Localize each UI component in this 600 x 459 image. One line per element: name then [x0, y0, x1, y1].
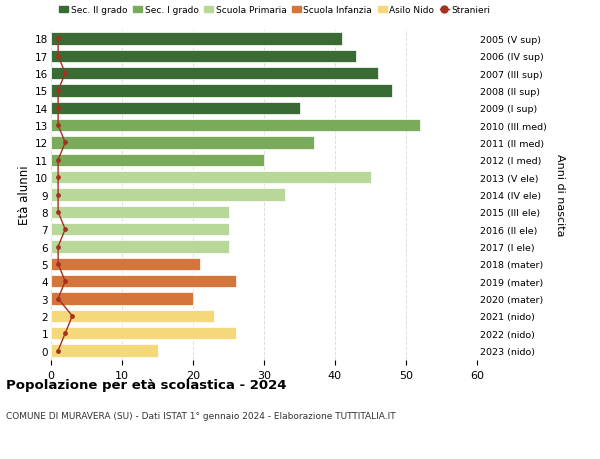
Point [53, 347, 63, 354]
Bar [51, 224, 229, 236]
Point [61, 140, 70, 147]
Bar [51, 102, 299, 115]
Text: Popolazione per età scolastica - 2024: Popolazione per età scolastica - 2024 [6, 379, 287, 392]
Point [53, 105, 63, 112]
Bar [51, 275, 236, 288]
Point [61, 330, 70, 337]
Bar [51, 258, 200, 270]
Bar [51, 137, 314, 149]
Bar [51, 327, 236, 340]
Bar [51, 206, 229, 218]
Bar [51, 345, 157, 357]
Y-axis label: Età alunni: Età alunni [18, 165, 31, 225]
Point [53, 174, 63, 181]
Text: COMUNE DI MURAVERA (SU) - Dati ISTAT 1° gennaio 2024 - Elaborazione TUTTITALIA.I: COMUNE DI MURAVERA (SU) - Dati ISTAT 1° … [6, 411, 395, 420]
Bar [51, 68, 377, 80]
Bar [51, 172, 371, 184]
Bar [51, 50, 356, 63]
Bar [51, 310, 214, 322]
Bar [51, 154, 264, 167]
Point [53, 36, 63, 43]
Bar [51, 293, 193, 305]
Legend: Sec. II grado, Sec. I grado, Scuola Primaria, Scuola Infanzia, Asilo Nido, Stran: Sec. II grado, Sec. I grado, Scuola Prim… [56, 3, 494, 19]
Bar [51, 241, 229, 253]
Point [53, 88, 63, 95]
Bar [51, 120, 420, 132]
Point [53, 261, 63, 268]
Bar [51, 85, 392, 97]
Point [53, 209, 63, 216]
Point [53, 295, 63, 302]
Point [53, 157, 63, 164]
Point [61, 70, 70, 78]
Point [61, 278, 70, 285]
Y-axis label: Anni di nascita: Anni di nascita [555, 154, 565, 236]
Point [53, 243, 63, 251]
Point [53, 191, 63, 199]
Bar [51, 189, 286, 202]
Point [68, 313, 77, 320]
Point [53, 122, 63, 129]
Point [61, 226, 70, 233]
Bar [51, 33, 342, 45]
Point [53, 53, 63, 60]
